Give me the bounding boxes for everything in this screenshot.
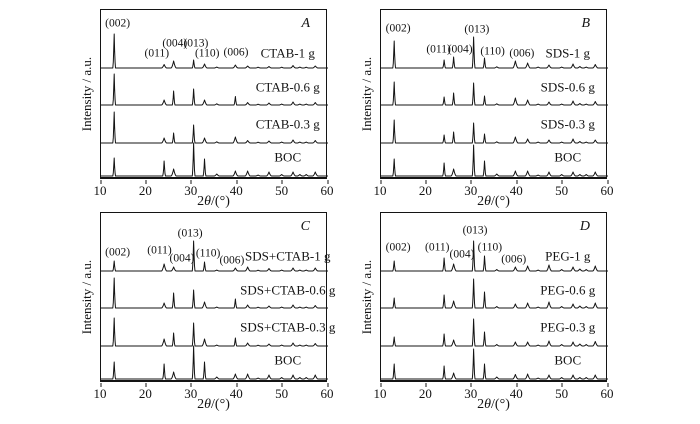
x-axis-title-b: 2θ/(°) xyxy=(477,194,510,209)
tick-label: 40 xyxy=(509,180,523,198)
panel-letter-d: D xyxy=(579,219,590,234)
trace-label: CTAB-0.3 g xyxy=(255,116,320,132)
x-axis-ticks-d: 10 20 30 40 50 60 xyxy=(374,383,614,401)
tick-label: 50 xyxy=(275,180,289,198)
plot-area-b: B (002) (011) (004) (013) (110) (006) SD… xyxy=(380,9,608,179)
xrd-traces-c xyxy=(101,240,328,380)
peak-label-011: (011) xyxy=(426,43,451,56)
peak-label-002: (002) xyxy=(385,241,411,254)
plot-area-c: C (002) (011) (004) (013) (110) (006) SD… xyxy=(100,212,335,382)
tick-label: 30 xyxy=(464,180,478,198)
tick-label: 20 xyxy=(138,180,152,198)
trace-label: SDS-1 g xyxy=(545,45,590,61)
trace-label: SDS+CTAB-0.6 g xyxy=(240,282,336,298)
tick-label: 60 xyxy=(320,180,334,198)
trace-label: BOC xyxy=(274,352,302,368)
peak-label-004: (004) xyxy=(169,252,195,265)
trace-label: CTAB-0.6 g xyxy=(255,79,320,95)
tick-label: 20 xyxy=(418,383,432,401)
peak-label-011: (011) xyxy=(144,47,170,60)
peak-label-006: (006) xyxy=(223,46,249,59)
tick-label: 20 xyxy=(418,180,432,198)
tick-label: 20 xyxy=(138,383,152,401)
peak-label-110: (110) xyxy=(480,45,505,58)
tick-label: 60 xyxy=(320,383,334,401)
peak-label-004: (004) xyxy=(449,248,475,261)
tick-label: 10 xyxy=(373,383,387,401)
x-axis-ticks-b: 10 20 30 40 50 60 xyxy=(374,180,614,198)
peak-label-002: (002) xyxy=(105,17,131,30)
tick-label: 30 xyxy=(184,180,198,198)
peak-label-013: (013) xyxy=(183,37,209,50)
tick-label: 40 xyxy=(229,383,243,401)
panel-letter-c: C xyxy=(300,219,310,234)
y-axis-label-c: Intensity / a.u. xyxy=(79,259,94,335)
trace-label: SDS+CTAB-0.3 g xyxy=(240,319,336,335)
trace-label: CTAB-1 g xyxy=(260,45,315,61)
plot-area-d: D (002) (011) (004) (013) (110) (006) PE… xyxy=(380,212,608,382)
trace-label: PEG-1 g xyxy=(545,248,591,264)
peak-label-011: (011) xyxy=(147,244,172,257)
panel-a: Intensity / a.u. A (002) (011) (004) (01… xyxy=(79,9,334,209)
x-axis-ticks-c: 10 20 30 40 50 60 xyxy=(94,383,334,401)
peak-label-013: (013) xyxy=(464,23,490,36)
tick-label: 30 xyxy=(464,383,478,401)
tick-label: 10 xyxy=(93,180,107,198)
panel-d: Intensity / a.u. D (002) (011) (004) (01… xyxy=(359,212,614,412)
trace-label: SDS+CTAB-1 g xyxy=(245,248,331,264)
trace-label: PEG-0.6 g xyxy=(540,282,596,298)
panel-letter-a: A xyxy=(301,16,310,31)
peak-label-004: (004) xyxy=(447,43,473,56)
tick-label: 50 xyxy=(275,383,289,401)
peak-label-011: (011) xyxy=(425,241,450,254)
trace-label: SDS-0.6 g xyxy=(540,79,595,95)
trace-label: BOC xyxy=(554,149,582,165)
peak-label-006: (006) xyxy=(509,47,535,60)
tick-label: 50 xyxy=(555,180,569,198)
x-axis-title-d: 2θ/(°) xyxy=(477,397,510,412)
x-axis-title-c: 2θ/(°) xyxy=(197,397,230,412)
trace-label: PEG-0.3 g xyxy=(540,319,596,335)
tick-label: 10 xyxy=(373,180,387,198)
y-axis-label-a: Intensity / a.u. xyxy=(79,56,94,132)
panel-letter-b: B xyxy=(581,16,590,31)
xrd-traces-d xyxy=(381,240,608,380)
peak-label-110: (110) xyxy=(194,47,220,60)
trace-label: BOC xyxy=(274,149,302,165)
y-axis-label-d: Intensity / a.u. xyxy=(359,259,374,335)
tick-label: 40 xyxy=(509,383,523,401)
peak-label-110: (110) xyxy=(195,247,221,260)
y-axis-label-b: Intensity / a.u. xyxy=(359,56,374,132)
plot-area-a: A (002) (011) (004) (013) (110) (006) CT… xyxy=(100,9,328,179)
peak-label-002: (002) xyxy=(105,246,131,259)
x-axis-ticks-a: 10 20 30 40 50 60 xyxy=(94,180,334,198)
trace-label: BOC xyxy=(554,352,582,368)
trace-label: SDS-0.3 g xyxy=(540,116,595,132)
tick-label: 60 xyxy=(600,383,614,401)
peak-label-013: (013) xyxy=(177,227,203,240)
panel-b: Intensity / a.u. B (002) (011) (004) (01… xyxy=(359,9,614,209)
xrd-traces-b xyxy=(381,36,608,177)
peak-label-002: (002) xyxy=(385,22,411,35)
x-axis-title-a: 2θ/(°) xyxy=(197,194,230,209)
xrd-traces-a xyxy=(101,33,328,177)
peak-label-006: (006) xyxy=(501,253,527,266)
tick-label: 60 xyxy=(600,180,614,198)
tick-label: 10 xyxy=(93,383,107,401)
panel-c: Intensity / a.u. C (002) (011) (004) (01… xyxy=(79,212,335,412)
peak-label-013: (013) xyxy=(462,224,488,237)
tick-label: 30 xyxy=(184,383,198,401)
peak-label-110: (110) xyxy=(477,241,503,254)
peak-label-004: (004) xyxy=(162,37,188,50)
tick-label: 50 xyxy=(555,383,569,401)
tick-label: 40 xyxy=(229,180,243,198)
peak-label-006: (006) xyxy=(219,254,245,267)
